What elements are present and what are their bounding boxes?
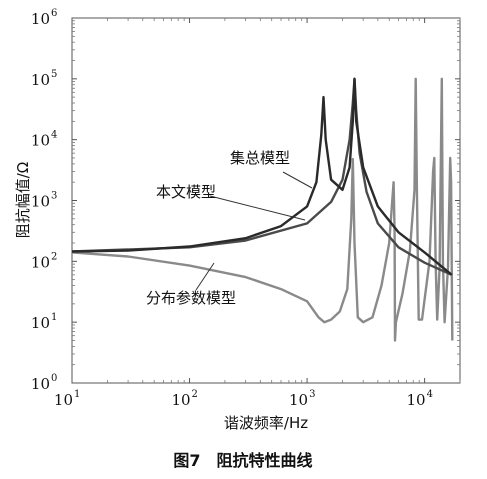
- x-tick-exponent: 1: [74, 389, 80, 400]
- x-axis-label: 谐波频率/Hz: [224, 414, 308, 432]
- annotation-this-model-leader: [209, 195, 306, 221]
- plot-frame: [71, 17, 461, 384]
- y-tick-exponent: 2: [51, 251, 57, 262]
- annotation-distributed-label: 分布参数模型: [146, 289, 236, 307]
- y-tick-exponent: 1: [51, 312, 57, 323]
- axis-ticks: 10 010 110 210 310 410 510 610 1 10 2 10 3 10 4: [31, 8, 461, 409]
- y-tick-label: 10: [31, 314, 50, 332]
- x-tick-exponent: 3: [309, 389, 315, 400]
- x-tick-exponent: 2: [192, 389, 198, 400]
- y-tick-exponent: 5: [51, 69, 57, 80]
- plot-area: [71, 17, 461, 384]
- x-tick-exponent: 4: [427, 389, 433, 400]
- figure-caption: 图7 阻抗特性曲线: [173, 451, 312, 470]
- annotation-distributed-leader: [195, 262, 215, 291]
- series-line-distributed-model: [71, 77, 454, 342]
- y-tick-exponent: 4: [51, 130, 57, 141]
- y-tick-label: 10: [31, 375, 50, 393]
- x-tick-label: 10: [54, 391, 73, 409]
- y-tick-exponent: 3: [51, 191, 57, 202]
- y-tick-label: 10: [31, 10, 50, 28]
- y-tick-exponent: 6: [51, 8, 57, 19]
- y-axis-label: 阻抗幅值/Ω: [14, 162, 32, 239]
- annotation-lumped-label: 集总模型: [230, 149, 290, 167]
- x-tick-label: 10: [289, 391, 308, 409]
- y-tick-exponent: 0: [51, 373, 57, 384]
- annotation-this-model-label: 本文模型: [156, 183, 216, 201]
- series-layer: [71, 77, 454, 342]
- annotation-lumped-leader: [282, 171, 313, 189]
- y-tick-label: 10: [31, 253, 50, 271]
- series-line-this-model: [71, 77, 453, 276]
- x-tick-label: 10: [407, 391, 426, 409]
- y-tick-label: 10: [31, 71, 50, 89]
- x-tick-label: 10: [171, 391, 190, 409]
- y-tick-label: 10: [31, 193, 50, 211]
- y-tick-label: 10: [31, 132, 50, 150]
